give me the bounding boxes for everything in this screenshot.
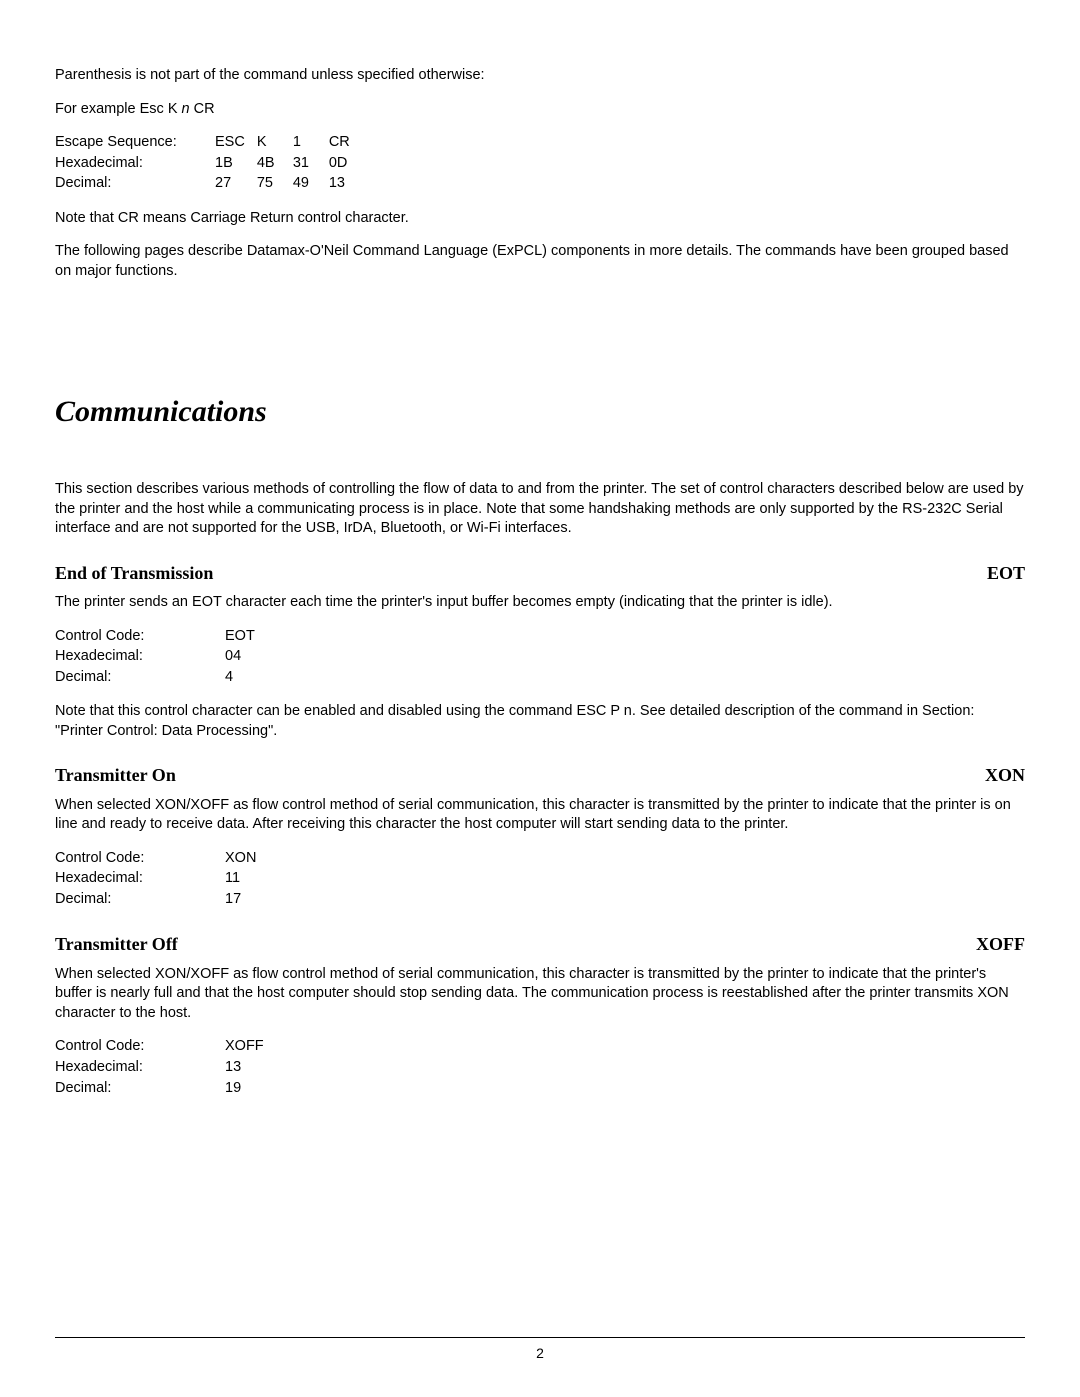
- cell: 0D: [329, 154, 365, 175]
- cell-label: Hexadecimal:: [55, 869, 225, 890]
- cell: 75: [257, 174, 293, 195]
- table-row: Control Code:XON: [55, 849, 268, 870]
- cell-label: Decimal:: [55, 1079, 225, 1100]
- page-footer: 2: [55, 1337, 1025, 1363]
- cell-label: Decimal:: [55, 174, 215, 195]
- cell: 49: [293, 174, 329, 195]
- intro-p1: Parenthesis is not part of the command u…: [55, 66, 1025, 86]
- cell-label: Control Code:: [55, 1037, 225, 1058]
- intro-p2: For example Esc K n CR: [55, 100, 1025, 120]
- section-code: EOT: [987, 561, 1025, 585]
- section-title: Transmitter Off: [55, 932, 178, 956]
- table-row: Control Code:EOT: [55, 627, 267, 648]
- cell: XON: [225, 849, 268, 870]
- cell-label: Hexadecimal:: [55, 1058, 225, 1079]
- table-row: Hexadecimal:04: [55, 647, 267, 668]
- eot-note: Note that this control character can be …: [55, 702, 1025, 741]
- intro-following: The following pages describe Datamax-O'N…: [55, 242, 1025, 281]
- cell-label: Control Code:: [55, 849, 225, 870]
- comm-intro: This section describes various methods o…: [55, 480, 1025, 539]
- cell: 1B: [215, 154, 257, 175]
- cell: 4B: [257, 154, 293, 175]
- section-title: End of Transmission: [55, 561, 213, 585]
- section-code: XOFF: [976, 932, 1025, 956]
- cell-label: Hexadecimal:: [55, 647, 225, 668]
- table-row: Hexadecimal:13: [55, 1058, 276, 1079]
- cell-label: Hexadecimal:: [55, 154, 215, 175]
- table-row: Control Code:XOFF: [55, 1037, 276, 1058]
- cell: 1: [293, 133, 329, 154]
- cell: 11: [225, 869, 268, 890]
- section-heading-xon: Transmitter On XON: [55, 763, 1025, 787]
- table-row: Decimal:4: [55, 668, 267, 689]
- intro-note: Note that CR means Carriage Return contr…: [55, 209, 1025, 229]
- cell-label: Decimal:: [55, 890, 225, 911]
- cell: 13: [225, 1058, 276, 1079]
- cell-label: Decimal:: [55, 668, 225, 689]
- cell-label: Escape Sequence:: [55, 133, 215, 154]
- cell: EOT: [225, 627, 267, 648]
- section-title: Transmitter On: [55, 763, 176, 787]
- main-heading: Communications: [55, 392, 1025, 433]
- table-row: Decimal:19: [55, 1079, 276, 1100]
- intro-p2-prefix: For example Esc K: [55, 101, 182, 117]
- eot-desc: The printer sends an EOT character each …: [55, 593, 1025, 613]
- xoff-desc: When selected XON/XOFF as flow control m…: [55, 965, 1025, 1024]
- section-code: XON: [985, 763, 1025, 787]
- table-row: Decimal: 27 75 49 13: [55, 174, 365, 195]
- cell: 04: [225, 647, 267, 668]
- cell: 17: [225, 890, 268, 911]
- cell: XOFF: [225, 1037, 276, 1058]
- xoff-table: Control Code:XOFF Hexadecimal:13 Decimal…: [55, 1037, 276, 1099]
- eot-table: Control Code:EOT Hexadecimal:04 Decimal:…: [55, 627, 267, 689]
- cell-label: Control Code:: [55, 627, 225, 648]
- section-heading-xoff: Transmitter Off XOFF: [55, 932, 1025, 956]
- escape-sequence-table: Escape Sequence: ESC K 1 CR Hexadecimal:…: [55, 133, 365, 195]
- table-row: Hexadecimal: 1B 4B 31 0D: [55, 154, 365, 175]
- cell: 13: [329, 174, 365, 195]
- table-row: Decimal:17: [55, 890, 268, 911]
- table-row: Escape Sequence: ESC K 1 CR: [55, 133, 365, 154]
- xon-desc: When selected XON/XOFF as flow control m…: [55, 796, 1025, 835]
- cell: 27: [215, 174, 257, 195]
- intro-p2-var: n: [182, 101, 190, 117]
- intro-p2-suffix: CR: [190, 101, 215, 117]
- cell: 31: [293, 154, 329, 175]
- table-row: Hexadecimal:11: [55, 869, 268, 890]
- cell: ESC: [215, 133, 257, 154]
- section-heading-eot: End of Transmission EOT: [55, 561, 1025, 585]
- cell: CR: [329, 133, 365, 154]
- xon-table: Control Code:XON Hexadecimal:11 Decimal:…: [55, 849, 268, 911]
- page-number: 2: [536, 1345, 544, 1361]
- cell: 19: [225, 1079, 276, 1100]
- cell: K: [257, 133, 293, 154]
- cell: 4: [225, 668, 267, 689]
